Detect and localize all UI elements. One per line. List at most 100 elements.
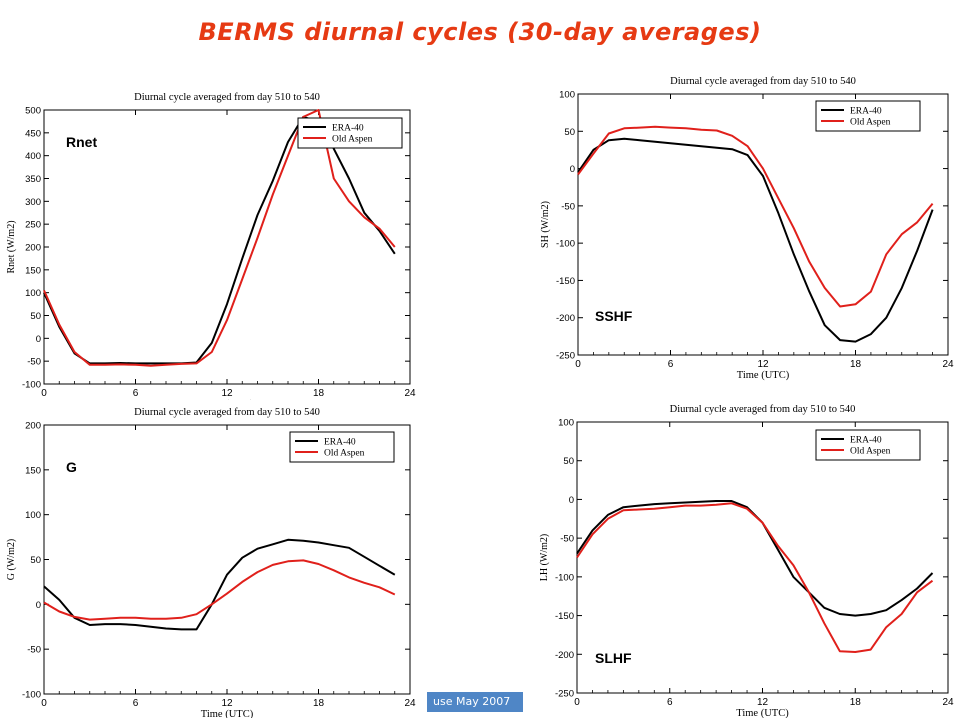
- y-tick-label: 350: [25, 174, 41, 185]
- x-tick-label: 0: [574, 697, 580, 708]
- y-tick-label: -100: [22, 380, 41, 391]
- legend-label: Old Aspen: [324, 449, 365, 459]
- y-tick-label: 150: [25, 465, 41, 476]
- legend-box: [289, 431, 395, 463]
- y-tick-label: 0: [570, 164, 575, 175]
- chart-panel-rnet: Diurnal cycle averaged from day 510 to 5…: [2, 82, 442, 400]
- plot-frame: [43, 109, 411, 385]
- series-line-era40: [576, 500, 934, 617]
- x-tick-label: 6: [133, 698, 139, 709]
- legend-label: Old Aspen: [850, 447, 891, 457]
- legend-label: ERA-40: [850, 107, 882, 117]
- y-tick-label: -250: [556, 351, 575, 362]
- y-tick-label: 100: [25, 510, 41, 521]
- series-line-old-aspen: [43, 109, 396, 367]
- x-tick-label: 6: [668, 359, 674, 370]
- legend-label: ERA-40: [332, 124, 364, 134]
- y-tick-label: -50: [27, 357, 41, 368]
- x-tick-label: 12: [221, 388, 233, 399]
- y-tick-label: -250: [555, 689, 574, 700]
- x-tick-label: 0: [41, 388, 47, 399]
- y-tick-label: 0: [569, 495, 574, 506]
- y-tick-label: -50: [27, 645, 41, 656]
- legend-label: ERA-40: [324, 438, 356, 448]
- x-tick-label: 18: [313, 698, 325, 709]
- series-line-old-aspen: [43, 559, 396, 621]
- chart-panel-slhf: Diurnal cycle averaged from day 510 to 5…: [528, 400, 958, 718]
- chart-svg: Diurnal cycle averaged from day 510 to 5…: [539, 404, 954, 718]
- x-tick-label: 0: [41, 698, 47, 709]
- chart-svg: Diurnal cycle averaged from day 510 to 5…: [6, 92, 416, 400]
- legend-box: [815, 100, 921, 132]
- legend-label: Old Aspen: [332, 135, 373, 145]
- series-line-era40: [43, 538, 396, 631]
- y-tick-label: -50: [560, 534, 574, 545]
- y-axis-label: LH (W/m2): [539, 534, 550, 582]
- x-tick-label: 12: [221, 698, 233, 709]
- panel-label: SLHF: [595, 650, 632, 666]
- x-tick-label: 12: [757, 359, 769, 370]
- x-axis-label: Time (UTC): [201, 709, 254, 718]
- y-tick-label: -100: [555, 572, 574, 583]
- chart-svg: Diurnal cycle averaged from day 510 to 5…: [540, 76, 954, 381]
- y-tick-label: -200: [555, 650, 574, 661]
- x-tick-label: 24: [942, 359, 954, 370]
- legend-label: Old Aspen: [850, 118, 891, 128]
- y-tick-label: 400: [25, 151, 41, 162]
- footer-note: use May 2007: [427, 692, 523, 712]
- x-axis-label: Time (UTC): [736, 708, 789, 718]
- y-axis-label: Rnet (W/m2): [6, 220, 17, 273]
- x-tick-label: 12: [757, 697, 769, 708]
- y-tick-label: 50: [30, 311, 41, 322]
- legend-box: [815, 429, 921, 461]
- y-tick-label: 150: [25, 265, 41, 276]
- series-line-old-aspen: [576, 502, 934, 653]
- y-tick-label: 250: [25, 220, 41, 231]
- slide-title: BERMS diurnal cycles (30-day averages): [198, 18, 762, 46]
- y-tick-label: -150: [555, 611, 574, 622]
- y-tick-label: -150: [556, 276, 575, 287]
- chart-svg: Diurnal cycle averaged from day 510 to 5…: [6, 407, 416, 718]
- plot-frame: [576, 421, 949, 694]
- y-axis-label: SH (W/m2): [540, 201, 551, 248]
- series-line-era40: [43, 115, 396, 365]
- legend-box: [297, 117, 403, 149]
- y-tick-label: 50: [564, 127, 575, 138]
- x-tick-label: 6: [133, 388, 139, 399]
- x-tick-label: 18: [850, 697, 862, 708]
- x-tick-label: 0: [575, 359, 581, 370]
- plot-frame: [577, 93, 949, 356]
- y-axis-label: G (W/m2): [6, 539, 17, 580]
- y-tick-label: -50: [561, 201, 575, 212]
- x-axis-label: Time (UTC): [201, 399, 254, 400]
- x-tick-label: 24: [942, 697, 954, 708]
- panel-label: SSHF: [595, 308, 633, 324]
- y-tick-label: -200: [556, 313, 575, 324]
- chart-panel-g: Diurnal cycle averaged from day 510 to 5…: [2, 405, 442, 718]
- x-tick-label: 6: [667, 697, 673, 708]
- y-tick-label: 200: [25, 421, 41, 432]
- chart-panel-sshf: Diurnal cycle averaged from day 510 to 5…: [528, 70, 958, 382]
- panel-label: G: [66, 459, 77, 475]
- x-axis-label: Time (UTC): [737, 370, 790, 381]
- plot-frame: [43, 424, 411, 695]
- y-tick-label: 50: [30, 555, 41, 566]
- x-tick-label: 24: [404, 698, 416, 709]
- series-line-era40: [577, 137, 934, 343]
- y-tick-label: 500: [25, 106, 41, 117]
- y-tick-label: 200: [25, 243, 41, 254]
- y-tick-label: -100: [22, 690, 41, 701]
- y-tick-label: 0: [36, 334, 41, 345]
- x-tick-label: 18: [313, 388, 325, 399]
- x-tick-label: 24: [404, 388, 416, 399]
- chart-title: Diurnal cycle averaged from day 510 to 5…: [134, 92, 320, 103]
- y-tick-label: 100: [25, 288, 41, 299]
- y-tick-label: 100: [559, 90, 575, 101]
- y-tick-label: -100: [556, 239, 575, 250]
- panel-label: Rnet: [66, 134, 97, 150]
- series-line-old-aspen: [577, 125, 934, 308]
- chart-title: Diurnal cycle averaged from day 510 to 5…: [670, 76, 856, 87]
